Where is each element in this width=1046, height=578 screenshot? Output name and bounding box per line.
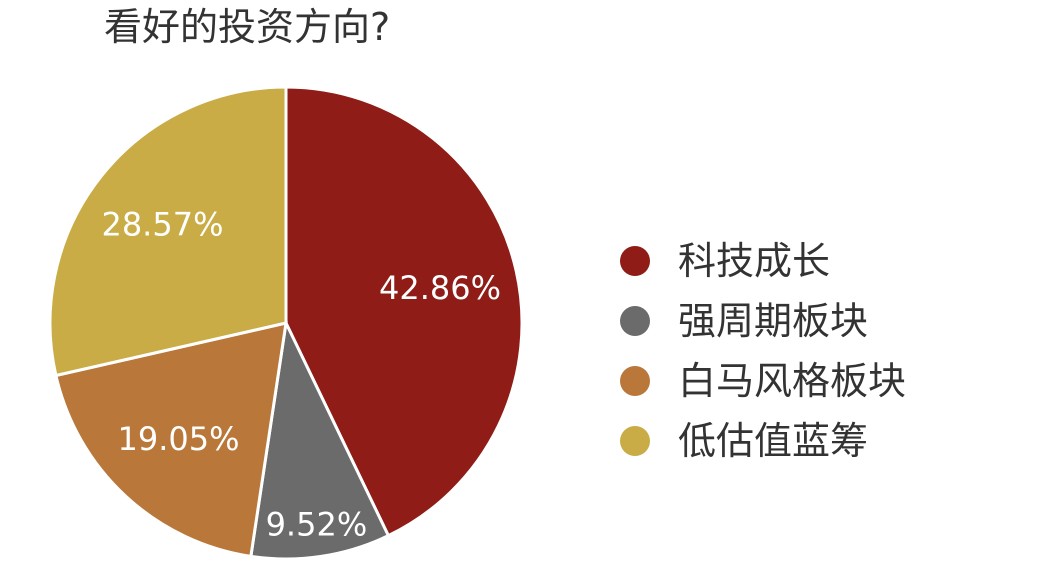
legend-label-3: 白马风格板块 [678, 359, 907, 403]
legend-item-4: 低估值蓝筹 [620, 411, 906, 471]
legend-item-3: 白马风格板块 [620, 351, 906, 411]
legend-label-1: 科技成长 [678, 239, 831, 283]
slice-data-label-4: 28.57% [101, 205, 223, 243]
legend-swatch-1 [620, 246, 650, 276]
slice-data-label-2: 9.52% [266, 506, 368, 544]
pie-slice-4 [48, 85, 288, 378]
pie-slice-2 [249, 317, 391, 561]
legend-swatch-4 [620, 426, 650, 456]
legend: 科技成长强周期板块白马风格板块 低估值蓝筹 [620, 231, 906, 471]
legend-label-2: 强周期板块 [678, 299, 869, 343]
pie-slice-1 [284, 85, 524, 538]
legend-item-1: 科技成长 [620, 231, 906, 291]
slice-data-label-1: 42.86% [379, 269, 501, 307]
chart-title: 看好的投资方向? [104, 5, 391, 49]
legend-item-2: 强周期板块 [620, 291, 906, 351]
legend-swatch-3 [620, 366, 650, 396]
pie-slices [48, 85, 524, 561]
legend-swatch-2 [620, 306, 650, 336]
slice-data-label-3: 19.05% [118, 420, 240, 458]
legend-label-4: 低估值蓝筹 [678, 419, 869, 463]
pie-slice-3 [54, 321, 288, 559]
pie-slice-labels: 42.86% 9.52% 19.05% 28.57% [101, 205, 501, 543]
